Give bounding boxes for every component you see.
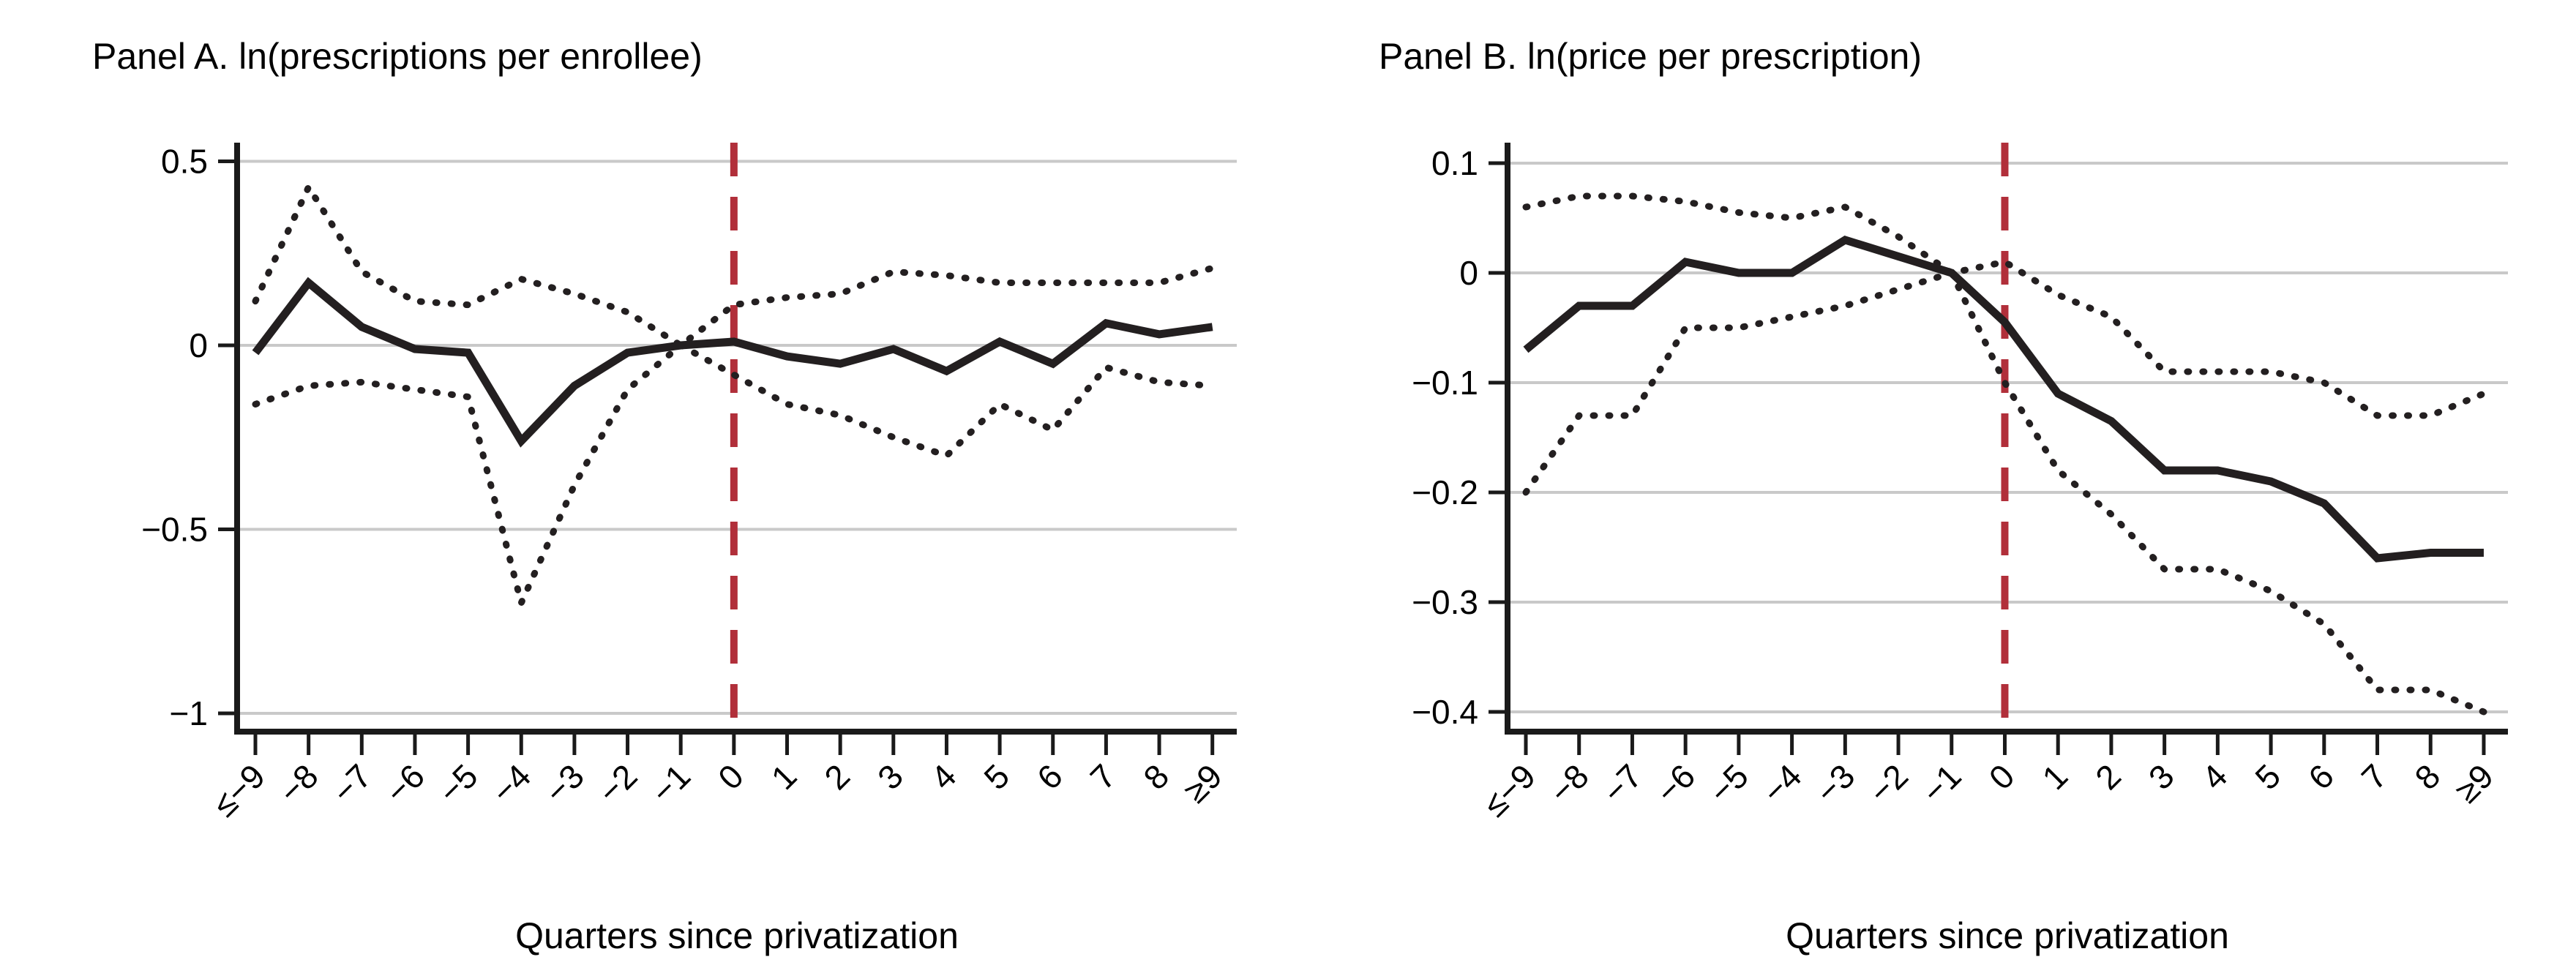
panel-a-x-tick-label: 1 [764, 757, 804, 797]
panel-b-x-tick-label: 2 [2088, 757, 2128, 797]
panel-b-x-tick-label: 5 [2247, 757, 2288, 797]
panel-a-x-tick-label: −4 [484, 757, 538, 811]
panel-b-x-tick-label: 8 [2407, 757, 2447, 797]
panel-b-y-tick-label: −0.3 [1412, 583, 1478, 621]
panel-a-x-tick-label: ≥9 [1176, 757, 1229, 810]
panel-b-x-tick-label: −6 [1648, 757, 1702, 811]
panel-a-xaxis-title: Quarters since privatization [515, 915, 959, 956]
panel-b-ci-upper-line [1522, 192, 2487, 419]
panel-a-x-tick-label: 0 [711, 757, 751, 797]
panel-b-y-tick-label: −0.2 [1412, 473, 1478, 511]
panel-a-x-tick-label: −8 [272, 757, 326, 811]
panel-a-y-tick-label: −0.5 [141, 511, 208, 549]
panel-b-y-tick-label: 0.1 [1431, 144, 1478, 182]
panel-a-title: Panel A. ln(prescriptions per enrollee) [92, 36, 703, 77]
panel-b-x-tick-label: −1 [1914, 757, 1969, 811]
panel-b-x-tick-label: 7 [2354, 757, 2395, 797]
panel-b-x-tick-label: −2 [1861, 757, 1915, 811]
panel-a-x-tick-label: 6 [1030, 757, 1070, 797]
panel-a-ci-lower-line [252, 342, 1216, 607]
panel-b-x-tick-label: ≤−9 [1475, 757, 1543, 824]
panel-b-y-tick-label: −0.1 [1412, 364, 1478, 402]
panel-a-coefficient-line [252, 277, 1213, 448]
panel-a-x-tick-label: −7 [325, 757, 379, 811]
panel-a-y-tick-label: 0.5 [161, 143, 208, 181]
panel-a-x-tick-label: −5 [431, 757, 485, 811]
panel-a-x-tick-label: −6 [378, 757, 432, 811]
panel-b-x-tick-label: 3 [2141, 757, 2182, 797]
panel-b-x-tick-label: 4 [2195, 757, 2235, 797]
panel-a-chart: 0.50−0.5−1≤−9−8−7−6−5−4−3−2−1 0 1 2 3 4 5 6 7 8 ≥9 [141, 143, 1237, 824]
panel-a-y-tick-label: 0 [189, 326, 208, 364]
panel-b-ci-lower-line [1522, 269, 2487, 716]
panel-b-chart: 0.1 0 −0.1 −0.2 −0.3 −0.4 ≤−9−8−7−6−5−4−3−2−1 0… [1412, 143, 2508, 824]
panel-a-x-tick-label: 8 [1136, 757, 1176, 797]
panel-a-x-tick-label: 3 [870, 757, 910, 797]
panel-b-x-tick-label: −8 [1542, 757, 1596, 811]
panel-b-y-tick-label: 0 [1459, 254, 1478, 292]
panel-b-x-tick-label: −7 [1595, 757, 1650, 811]
panel-b-xaxis-title: Quarters since privatization [1786, 915, 2229, 956]
panel-a-x-tick-label: 2 [817, 757, 857, 797]
panel-b-x-tick-label: −4 [1755, 757, 1809, 811]
panel-b-x-tick-label: −3 [1808, 757, 1862, 811]
panel-a-x-tick-label: −3 [537, 757, 591, 811]
panel-b-x-tick-label: ≥9 [2447, 757, 2501, 810]
panel-b-coefficient-line [1523, 236, 2484, 563]
panel-a-x-tick-label: ≤−9 [205, 757, 272, 824]
panel-a-x-tick-label: −1 [643, 757, 697, 811]
panel-b-y-tick-label: −0.4 [1412, 693, 1478, 731]
panel-a-x-tick-label: 4 [924, 757, 964, 797]
panel-b-title: Panel B. ln(price per prescription) [1379, 36, 1922, 77]
panel-a-y-tick-label: −1 [170, 694, 208, 732]
panel-a-x-tick-label: 7 [1083, 757, 1123, 797]
panel-b-x-tick-label: 6 [2301, 757, 2341, 797]
panel-a-x-tick-label: −2 [591, 757, 645, 811]
panel-a-x-tick-label: 5 [976, 757, 1016, 797]
panel-b-x-tick-label: 1 [2034, 757, 2075, 797]
panel-b-x-tick-label: 0 [1982, 757, 2022, 797]
panel-b-x-tick-label: −5 [1701, 757, 1756, 811]
